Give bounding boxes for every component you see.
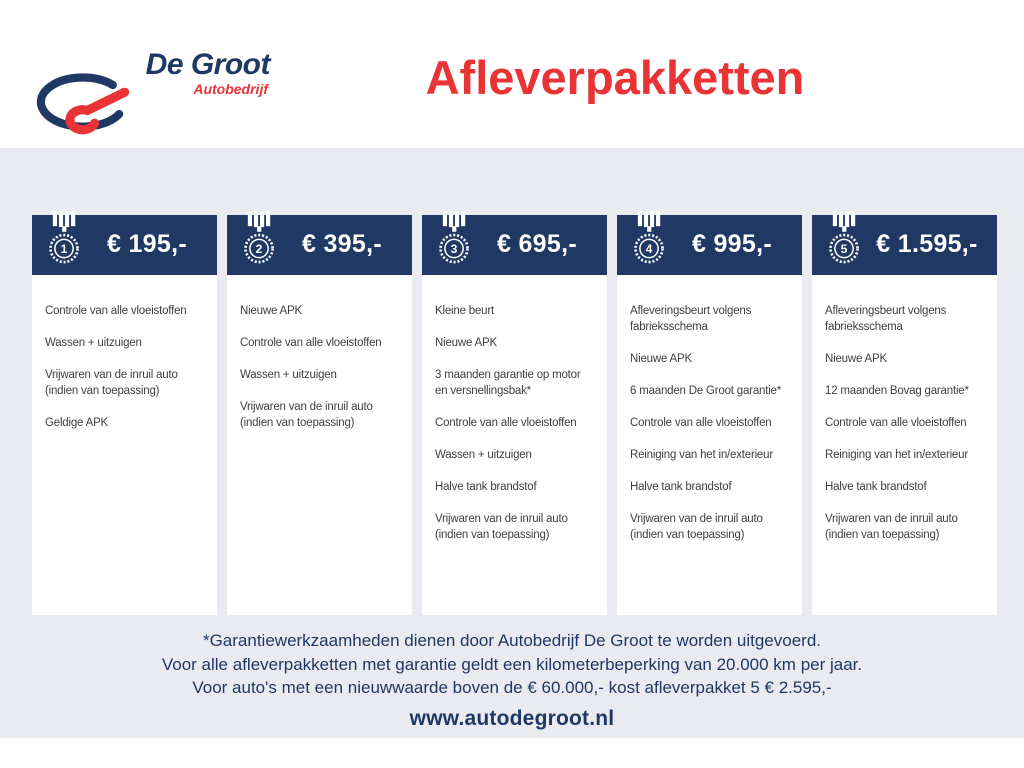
package-1-header: 1 € 195,- <box>32 211 217 275</box>
feature-item: Afleveringsbeurt volgens fabrieksschema <box>630 305 752 333</box>
feature-item: Vrijwaren van de inruil auto (indien van… <box>825 513 958 541</box>
medal-3-number: 3 <box>451 242 458 256</box>
medal-4-number: 4 <box>646 242 653 256</box>
medal-5-icon: 5 <box>824 211 865 273</box>
feature-item: Controle van alle vloeistoffen <box>825 417 967 429</box>
medal-2-icon: 2 <box>239 211 280 273</box>
feature-item: Nieuwe APK <box>630 353 692 365</box>
medal-3-icon: 3 <box>434 211 475 273</box>
feature-item: Vrijwaren van de inruil auto (indien van… <box>45 369 178 397</box>
page-header: De Groot Autobedrijf Afleverpakketten <box>0 0 1024 148</box>
package-2-features: Nieuwe APK Controle van alle vloeistoffen… <box>227 275 412 431</box>
feature-item: Wassen + uitzuigen <box>435 449 532 461</box>
feature-item: 12 maanden Bovag garantie* <box>825 385 969 397</box>
feature-item: Controle van alle vloeistoffen <box>240 337 382 349</box>
feature-item: Nieuwe APK <box>825 353 887 365</box>
feature-item: Wassen + uitzuigen <box>45 337 142 349</box>
feature-item: Reiniging van het in/exterieur <box>825 449 968 461</box>
package-5-header: 5 € 1.595,- <box>812 211 997 275</box>
package-5-price: € 1.595,- <box>876 229 978 258</box>
feature-item: Reiniging van het in/exterieur <box>630 449 773 461</box>
package-4-features: Afleveringsbeurt volgens fabrieksschema N… <box>617 275 802 543</box>
feature-item: Nieuwe APK <box>240 305 302 317</box>
package-2-header: 2 € 395,- <box>227 211 412 275</box>
medal-1-number: 1 <box>61 242 68 256</box>
medal-5-number: 5 <box>841 242 848 256</box>
feature-item: Controle van alle vloeistoffen <box>630 417 772 429</box>
medal-1-icon: 1 <box>44 211 85 273</box>
package-3-header: 3 € 695,- <box>422 211 607 275</box>
feature-item: 6 maanden De Groot garantie* <box>630 385 782 397</box>
package-1-features: Controle van alle vloeistoffen Wassen + u… <box>32 275 217 431</box>
package-card-5: 5 € 1.595,- Afleveringsbeurt volgens fab… <box>812 211 997 615</box>
brand-wordmark: De Groot Autobedrijf <box>75 48 271 97</box>
feature-item: Vrijwaren van de inruil auto (indien van… <box>630 513 763 541</box>
footnotes: *Garantiewerkzaamheden dienen door Autob… <box>0 629 1024 700</box>
brand-swoosh-icon <box>31 72 131 143</box>
package-card-2: 2 € 395,- Nieuwe APK Controle van alle vl… <box>227 211 412 615</box>
website-url: www.autodegroot.nl <box>409 707 615 730</box>
package-card-3: 3 € 695,- Kleine beurt Nieuwe APK 3 maande… <box>422 211 607 615</box>
feature-item: Halve tank brandstof <box>630 481 732 493</box>
feature-item: Kleine beurt <box>435 305 494 317</box>
package-4-price: € 995,- <box>692 229 772 258</box>
medal-4-icon: 4 <box>629 211 670 273</box>
feature-item: Afleveringsbeurt volgens fabrieksschema <box>825 305 947 333</box>
medal-2-number: 2 <box>256 242 263 256</box>
feature-item: Halve tank brandstof <box>825 481 927 493</box>
feature-item: Vrijwaren van de inruil auto (indien van… <box>240 401 373 429</box>
feature-item: Geldige APK <box>45 417 109 429</box>
feature-item: Halve tank brandstof <box>435 481 537 493</box>
package-cards-row: 1 € 195,- Controle van alle vloeistoffen… <box>32 211 997 615</box>
feature-item: 3 maanden garantie op motor en versnelli… <box>435 369 581 397</box>
feature-item: Controle van alle vloeistoffen <box>45 305 187 317</box>
feature-item: Vrijwaren van de inruil auto (indien van… <box>435 513 568 541</box>
footnote-line-1: *Garantiewerkzaamheden dienen door Autob… <box>202 631 822 650</box>
package-card-1: 1 € 195,- Controle van alle vloeistoffen… <box>32 211 217 615</box>
package-3-features: Kleine beurt Nieuwe APK 3 maanden garantie… <box>422 275 607 543</box>
brand-logo: De Groot Autobedrijf <box>35 42 271 142</box>
footnote-line-2: Voor alle afleverpakketten met garantie … <box>161 654 863 674</box>
feature-item: Wassen + uitzuigen <box>240 369 337 381</box>
package-3-price: € 695,- <box>497 229 577 258</box>
feature-item: Nieuwe APK <box>435 337 497 349</box>
package-card-4: 4 € 995,- Afleveringsbeurt volgens fabri… <box>617 211 802 615</box>
footnote-line-3: Voor auto's met een nieuwwaarde boven de… <box>192 678 832 697</box>
brand-subtitle: Autobedrijf <box>193 81 268 97</box>
package-5-features: Afleveringsbeurt volgens fabrieksschema N… <box>812 275 997 543</box>
page-title: Afleverpakketten <box>425 51 805 104</box>
package-4-header: 4 € 995,- <box>617 211 802 275</box>
feature-item: Controle van alle vloeistoffen <box>435 417 577 429</box>
package-2-price: € 395,- <box>302 229 382 258</box>
brand-name: De Groot <box>145 48 271 81</box>
package-1-price: € 195,- <box>107 229 187 258</box>
